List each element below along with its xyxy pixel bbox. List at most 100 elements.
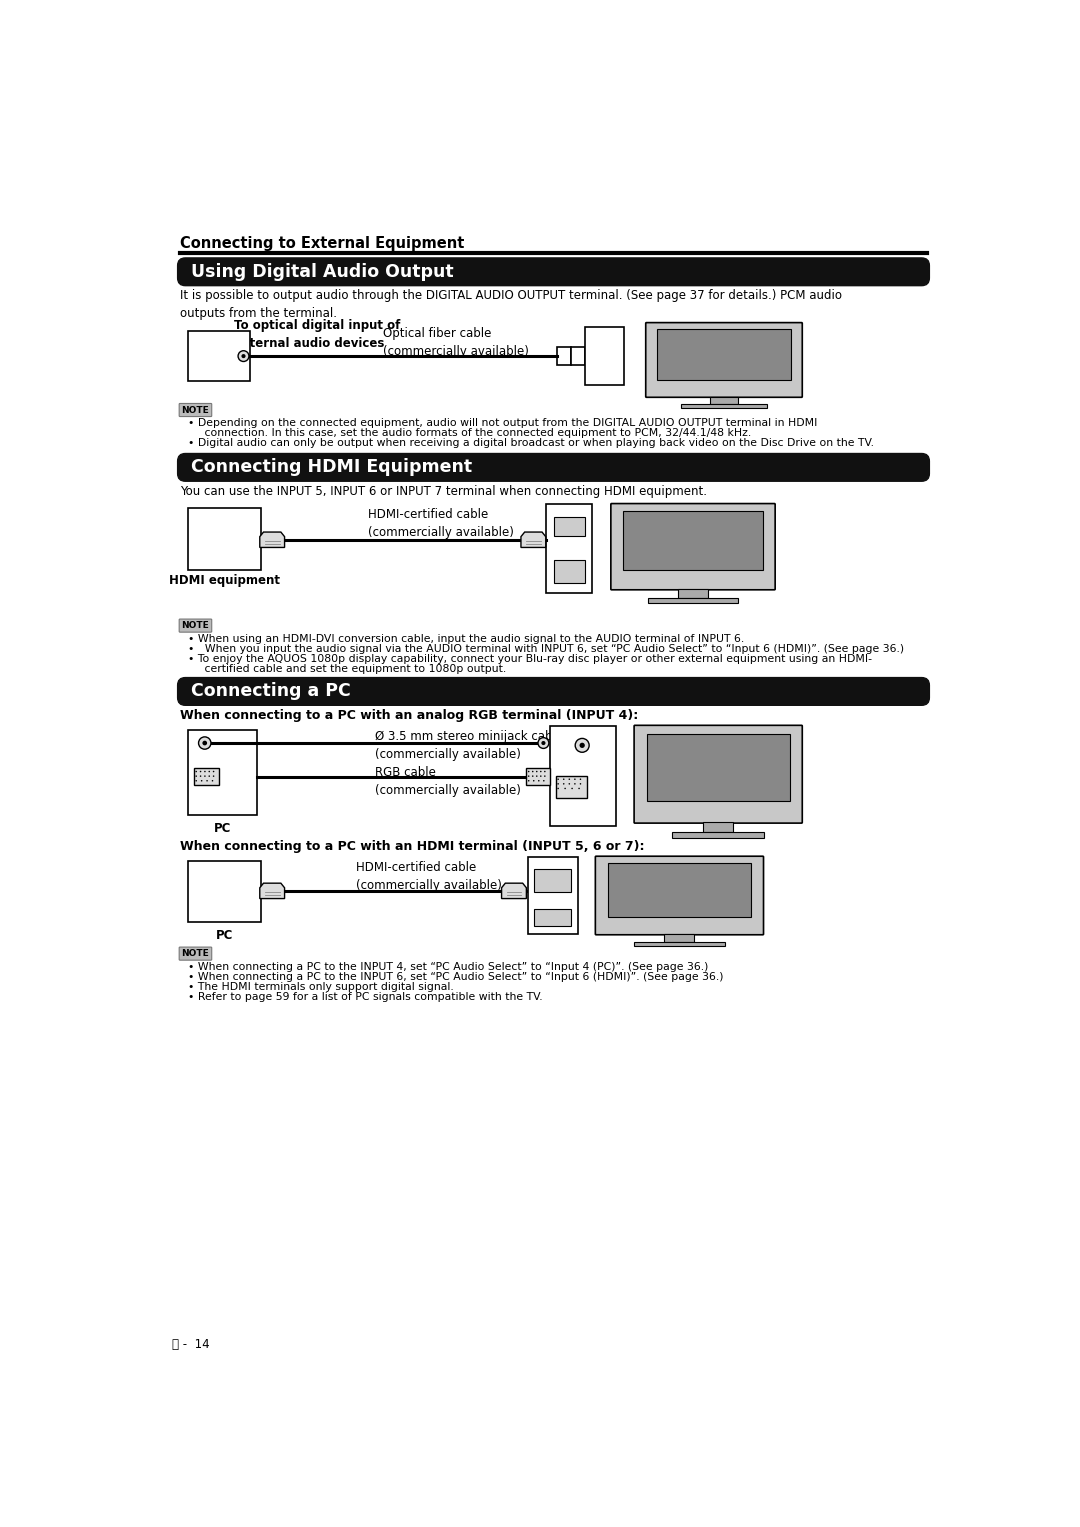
Circle shape <box>206 780 207 782</box>
Text: NOTE: NOTE <box>181 950 210 957</box>
Circle shape <box>536 776 538 777</box>
Bar <box>188 331 249 382</box>
Circle shape <box>568 783 570 785</box>
Circle shape <box>238 351 248 362</box>
Text: INPUT 4: INPUT 4 <box>568 806 596 812</box>
Circle shape <box>204 771 205 773</box>
Bar <box>194 768 218 785</box>
FancyBboxPatch shape <box>179 618 212 632</box>
Text: Connecting HDMI Equipment: Connecting HDMI Equipment <box>191 458 472 476</box>
Text: DIGITAL: DIGITAL <box>592 330 617 334</box>
Bar <box>556 776 586 797</box>
Circle shape <box>213 776 214 777</box>
Circle shape <box>568 779 570 780</box>
Bar <box>571 347 585 365</box>
Bar <box>188 508 261 570</box>
FancyBboxPatch shape <box>179 947 212 960</box>
FancyBboxPatch shape <box>177 258 930 286</box>
Text: INPUT 7: INPUT 7 <box>539 861 567 867</box>
Text: You can use the INPUT 5, INPUT 6 or INPUT 7 terminal when connecting HDMI equipm: You can use the INPUT 5, INPUT 6 or INPU… <box>180 486 707 498</box>
Text: NOTE: NOTE <box>181 621 210 631</box>
Polygon shape <box>501 883 526 898</box>
Text: HDMI-certified cable
(commercially available): HDMI-certified cable (commercially avail… <box>367 508 513 539</box>
Circle shape <box>575 783 576 785</box>
Text: • To enjoy the AQUOS 1080p display capability, connect your Blu-ray disc player : • To enjoy the AQUOS 1080p display capab… <box>188 654 872 664</box>
Text: HDMI-certified cable
(commercially available): HDMI-certified cable (commercially avail… <box>356 861 502 892</box>
Circle shape <box>532 780 535 782</box>
Circle shape <box>213 771 214 773</box>
Bar <box>673 832 764 838</box>
Text: INPUT 6: INPUT 6 <box>555 551 583 556</box>
Circle shape <box>541 741 545 745</box>
Text: INPUT 4: INPUT 4 <box>539 901 566 907</box>
FancyBboxPatch shape <box>177 454 930 481</box>
Text: • Refer to page 59 for a list of PC signals compatible with the TV.: • Refer to page 59 for a list of PC sign… <box>188 991 542 1002</box>
Text: INPUT: INPUT <box>208 345 229 351</box>
Circle shape <box>528 771 529 773</box>
Circle shape <box>532 776 534 777</box>
Text: ⓔ -  14: ⓔ - 14 <box>172 1338 210 1351</box>
FancyBboxPatch shape <box>646 322 802 397</box>
Circle shape <box>557 783 559 785</box>
Bar <box>545 504 592 592</box>
Text: Ø 3.5 mm stereo minijack cable
(commercially available): Ø 3.5 mm stereo minijack cable (commerci… <box>375 730 564 760</box>
Circle shape <box>208 771 210 773</box>
Circle shape <box>563 779 565 780</box>
Bar <box>188 730 257 814</box>
Text: Optical fiber cable
(commercially available): Optical fiber cable (commercially availa… <box>383 327 529 359</box>
Text: hdmi: hdmi <box>208 863 240 873</box>
Text: • When connecting a PC to the INPUT 6, set “PC Audio Select” to “Input 6 (HDMI)”: • When connecting a PC to the INPUT 6, s… <box>188 971 724 982</box>
Circle shape <box>565 788 566 789</box>
Circle shape <box>195 771 197 773</box>
Circle shape <box>543 780 544 782</box>
Circle shape <box>575 779 576 780</box>
Bar <box>535 869 571 892</box>
Bar <box>648 597 738 603</box>
Bar <box>608 863 751 918</box>
Circle shape <box>536 771 538 773</box>
Circle shape <box>557 788 559 789</box>
Text: INPUT 7: INPUT 7 <box>555 508 583 515</box>
Bar <box>623 512 762 571</box>
Bar <box>710 397 738 403</box>
Circle shape <box>578 788 580 789</box>
Text: OUTPUT: OUTPUT <box>592 341 618 345</box>
Text: •   When you input the audio signal via the AUDIO terminal with INPUT 6, set “PC: • When you input the audio signal via th… <box>188 644 904 654</box>
Text: Connecting to External Equipment: Connecting to External Equipment <box>180 235 464 250</box>
Circle shape <box>571 788 572 789</box>
Text: When connecting to a PC with an HDMI terminal (INPUT 5, 6 or 7):: When connecting to a PC with an HDMI ter… <box>180 840 645 854</box>
Text: certified cable and set the equipment to 1080p output.: certified cable and set the equipment to… <box>194 664 507 673</box>
Text: When connecting to a PC with an analog RGB terminal (INPUT 4):: When connecting to a PC with an analog R… <box>180 709 638 722</box>
Text: DIGITAL: DIGITAL <box>205 334 232 341</box>
Text: hdmi: hdmi <box>208 510 240 521</box>
Text: • When connecting a PC to the INPUT 4, set “PC Audio Select” to “Input 4 (PC)”. : • When connecting a PC to the INPUT 4, s… <box>188 962 708 971</box>
Circle shape <box>544 776 545 777</box>
Text: • Digital audio can only be output when receiving a digital broadcast or when pl: • Digital audio can only be output when … <box>188 438 874 447</box>
Text: AUDIO: AUDIO <box>571 730 593 736</box>
Polygon shape <box>521 531 545 548</box>
Circle shape <box>242 354 245 359</box>
Text: Using Digital Audio Output: Using Digital Audio Output <box>191 263 454 281</box>
Bar <box>585 327 624 385</box>
Text: It is possible to output audio through the DIGITAL AUDIO OUTPUT terminal. (See p: It is possible to output audio through t… <box>180 290 842 321</box>
Bar <box>528 857 578 935</box>
Circle shape <box>580 779 581 780</box>
FancyBboxPatch shape <box>611 504 775 589</box>
FancyBboxPatch shape <box>595 857 764 935</box>
Bar <box>188 861 261 922</box>
Circle shape <box>563 783 565 785</box>
Text: RGB cable
(commercially available): RGB cable (commercially available) <box>375 767 522 797</box>
Bar <box>664 935 694 942</box>
Circle shape <box>199 738 211 750</box>
Bar <box>647 734 789 802</box>
Text: AUDIO: AUDIO <box>594 334 615 341</box>
FancyBboxPatch shape <box>634 725 802 823</box>
Bar <box>634 942 726 947</box>
Circle shape <box>540 776 541 777</box>
Circle shape <box>580 742 585 748</box>
Text: Connecting a PC: Connecting a PC <box>191 683 351 701</box>
Bar <box>681 403 767 408</box>
Circle shape <box>212 780 213 782</box>
Circle shape <box>538 780 540 782</box>
Circle shape <box>528 776 529 777</box>
